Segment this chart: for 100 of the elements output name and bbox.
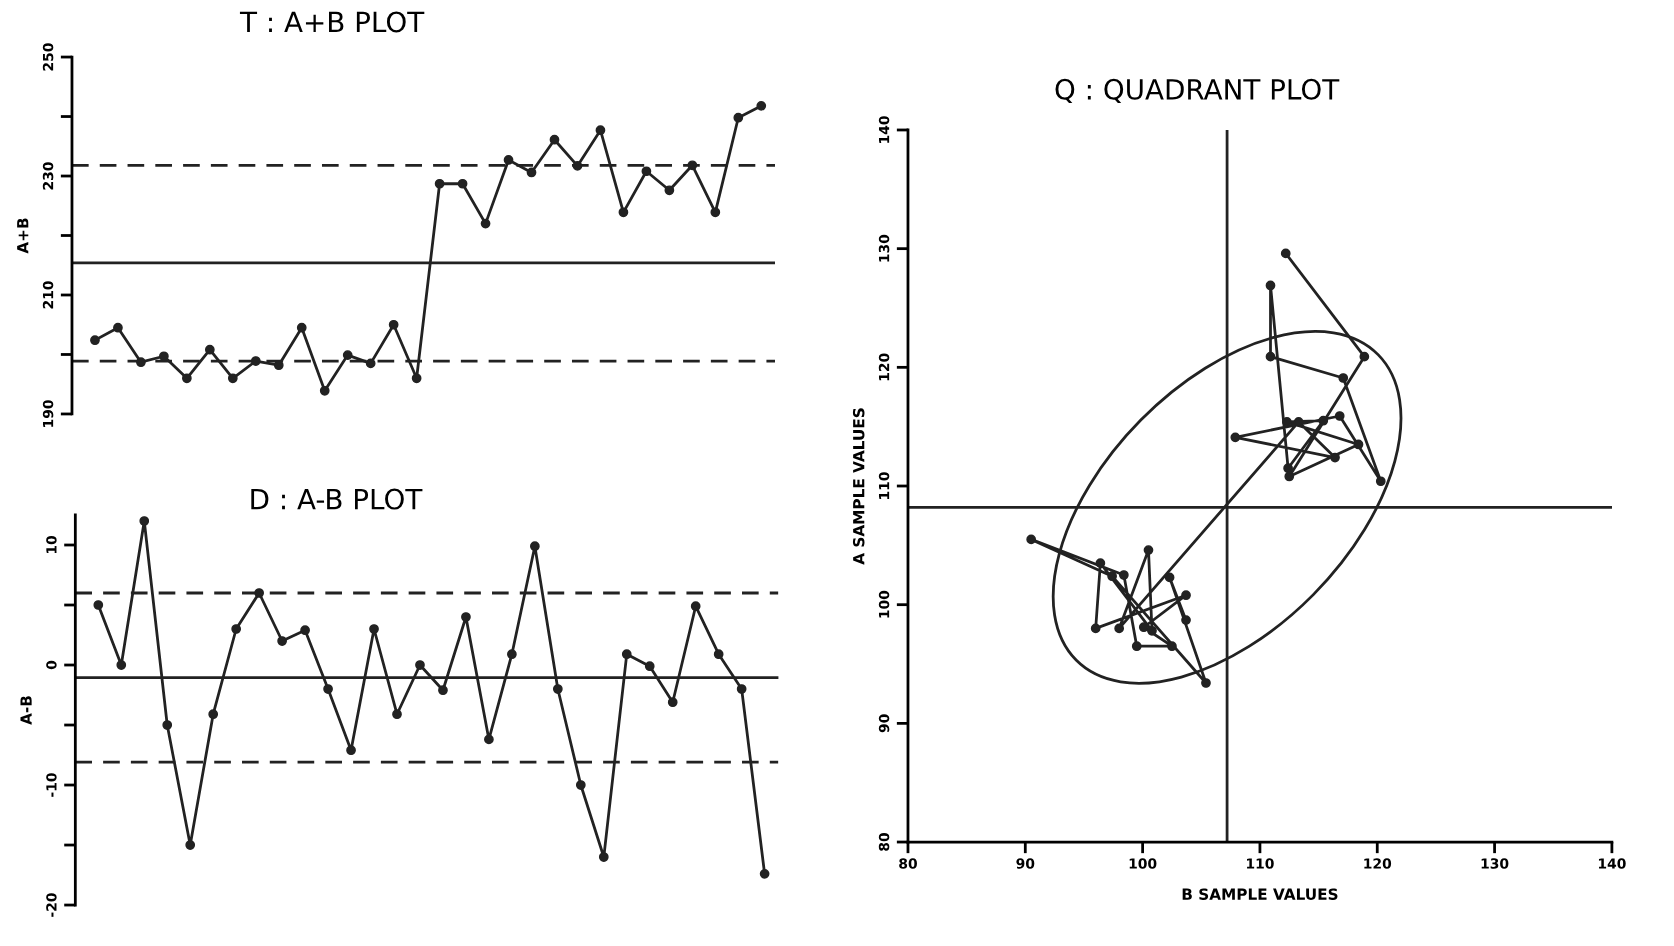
y-tick-label: 210 xyxy=(42,281,54,309)
point xyxy=(204,344,215,355)
y-axis-title: A-B xyxy=(20,696,32,725)
x-tick-label: 140 xyxy=(1598,858,1626,869)
point xyxy=(595,125,606,136)
point xyxy=(1318,415,1329,426)
point xyxy=(1138,622,1149,633)
point xyxy=(369,624,379,634)
point xyxy=(1293,417,1304,427)
point xyxy=(1167,641,1177,652)
point xyxy=(208,709,219,720)
point xyxy=(388,319,399,330)
point xyxy=(1283,463,1293,474)
point xyxy=(1147,625,1157,636)
point xyxy=(507,649,517,660)
point xyxy=(1181,590,1191,601)
point xyxy=(713,649,724,660)
point xyxy=(365,358,376,369)
y-tick-label: 90 xyxy=(878,714,890,733)
point xyxy=(687,160,698,171)
point xyxy=(621,649,632,660)
point xyxy=(90,335,100,346)
point xyxy=(250,356,261,366)
point xyxy=(438,685,448,696)
y-tick-label: 0 xyxy=(46,660,57,670)
point xyxy=(319,385,330,396)
point xyxy=(526,167,537,178)
point xyxy=(1201,678,1211,688)
point xyxy=(277,636,287,646)
point xyxy=(1118,570,1129,580)
point xyxy=(136,357,146,368)
point xyxy=(1131,641,1142,652)
point xyxy=(529,541,540,552)
point xyxy=(392,709,402,720)
point xyxy=(185,840,196,850)
point xyxy=(93,600,104,610)
point xyxy=(323,684,333,694)
y-tick-label: -10 xyxy=(46,773,57,797)
point xyxy=(1095,558,1106,569)
point xyxy=(139,516,150,526)
point xyxy=(457,178,468,189)
point xyxy=(1375,476,1386,487)
point xyxy=(1334,411,1345,421)
y-tick-label: -20 xyxy=(46,893,57,917)
x-tick-label: 130 xyxy=(1481,858,1509,869)
y-axis-title: A SAMPLE VALUES xyxy=(852,408,865,565)
x-tick-label: 80 xyxy=(899,858,917,869)
point xyxy=(1284,471,1295,482)
y-tick-label: 100 xyxy=(878,590,890,618)
point xyxy=(415,660,425,670)
point xyxy=(575,780,586,790)
point xyxy=(503,155,514,165)
point xyxy=(461,612,471,622)
point xyxy=(667,697,678,708)
y-tick-label: 250 xyxy=(42,43,54,71)
point xyxy=(641,166,652,177)
point xyxy=(113,322,123,333)
x-tick-label: 110 xyxy=(1247,858,1274,869)
point xyxy=(759,868,770,879)
y-tick-label: 190 xyxy=(42,400,54,427)
point xyxy=(162,720,173,730)
chart-title: T : A+B PLOT xyxy=(239,11,425,33)
x-tick-label: 100 xyxy=(1129,858,1157,869)
point xyxy=(434,178,445,189)
point xyxy=(300,625,310,636)
point xyxy=(552,684,563,694)
y-axis-title: A+B xyxy=(17,218,29,254)
point xyxy=(572,161,583,171)
point xyxy=(116,660,127,670)
point xyxy=(756,100,767,111)
point xyxy=(1338,373,1349,383)
point xyxy=(1265,280,1276,291)
point xyxy=(1107,571,1117,582)
x-axis-title: B SAMPLE VALUES xyxy=(1182,888,1338,900)
chart-title: D : A-B PLOT xyxy=(251,488,423,510)
y-tick-label: 80 xyxy=(878,833,890,851)
point xyxy=(346,745,356,756)
x-tick-label: 120 xyxy=(1364,858,1392,869)
point xyxy=(618,207,629,218)
y-tick-label: 130 xyxy=(878,234,890,262)
point xyxy=(231,624,242,634)
point xyxy=(1265,351,1276,362)
point xyxy=(1143,545,1154,555)
point xyxy=(1330,452,1340,463)
point xyxy=(644,661,655,672)
point xyxy=(227,373,238,384)
point xyxy=(1114,623,1125,634)
y-tick-label: 10 xyxy=(46,536,57,554)
chart-title: Q : QUADRANT PLOT xyxy=(1055,78,1340,104)
point xyxy=(733,112,744,123)
point xyxy=(182,373,192,384)
point xyxy=(484,734,494,745)
point xyxy=(598,852,609,862)
point xyxy=(342,350,353,360)
x-tick-label: 90 xyxy=(1016,858,1035,869)
point xyxy=(1164,572,1175,583)
point xyxy=(710,207,721,218)
y-tick-label: 120 xyxy=(878,353,890,381)
point xyxy=(1359,351,1370,362)
point xyxy=(1230,432,1241,443)
